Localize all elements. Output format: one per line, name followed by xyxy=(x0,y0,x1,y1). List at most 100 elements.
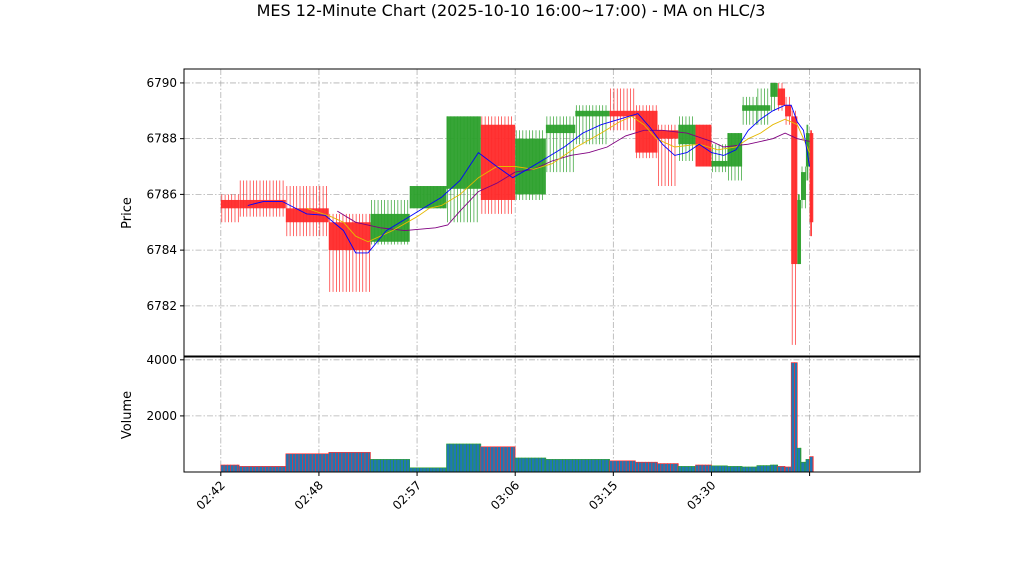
volume-bar-segment xyxy=(622,460,627,473)
volume-bar-segment xyxy=(598,459,603,473)
candle-body xyxy=(742,105,757,111)
x-tick-label: 03:30 xyxy=(684,478,718,512)
volume-bar-segment xyxy=(780,466,785,473)
volume-bar-segment xyxy=(370,459,375,473)
candle xyxy=(409,186,447,209)
volume-bar xyxy=(805,459,810,473)
x-tick-label: 03:06 xyxy=(488,478,522,512)
volume-bar-segment xyxy=(645,461,649,473)
candle-body xyxy=(446,116,481,189)
volume-bar-segment xyxy=(302,453,306,473)
candle xyxy=(635,105,658,159)
volume-bar-segment xyxy=(416,467,420,473)
price-tick-label: 6782 xyxy=(146,299,177,313)
volume-bar-segment xyxy=(794,362,798,473)
volume-tick-label: 2000 xyxy=(146,409,177,423)
volume-bar-segment xyxy=(227,464,231,473)
volume-bar xyxy=(446,443,482,473)
volume-bar-segment xyxy=(721,465,725,473)
chart-title: MES 12-Minute Chart (2025-10-10 16:00~17… xyxy=(257,1,766,20)
volume-bar-segment xyxy=(261,466,266,473)
candle-body xyxy=(370,213,410,242)
volume-bar-segment xyxy=(763,465,768,473)
volume-bar-segment xyxy=(396,459,401,473)
volume-bar-segment xyxy=(252,466,256,473)
candle-body xyxy=(797,199,802,265)
candle-body xyxy=(545,124,576,134)
volume-bar-segment xyxy=(784,466,789,473)
volume-bar-segment xyxy=(480,446,485,473)
volume-bar-segment xyxy=(483,446,488,473)
candle xyxy=(609,88,636,131)
volume-bar-segment xyxy=(442,467,447,473)
volume-bar-segment xyxy=(358,452,363,473)
volume-bar xyxy=(695,464,712,473)
candle-body xyxy=(609,110,636,117)
volume-bar-segment xyxy=(487,446,492,473)
volume-bar xyxy=(711,465,728,473)
volume-bar-segment xyxy=(295,453,300,473)
candle xyxy=(727,133,743,181)
candle xyxy=(239,180,286,217)
volume-bar-segment xyxy=(748,466,753,473)
volume-bar-segment xyxy=(459,443,464,473)
volume-bar-segment xyxy=(565,459,570,473)
volume-bar-segment xyxy=(678,466,682,473)
volume-bar-segment xyxy=(281,466,286,473)
volume-bar-segment xyxy=(695,464,700,473)
volume-bar-segment xyxy=(368,452,371,473)
volume-bar-segment xyxy=(777,466,782,473)
volume-bar-segment xyxy=(531,457,536,473)
volume-bar-segment xyxy=(594,459,599,473)
candle xyxy=(791,110,798,345)
volume-bar-segment xyxy=(591,459,596,473)
volume-bar xyxy=(756,465,771,473)
candle-body xyxy=(635,110,658,153)
volume-bar-segment xyxy=(268,466,273,473)
volume-bar-segment xyxy=(233,464,238,473)
x-tick-label: 03:15 xyxy=(586,478,620,512)
volume-bar-segment xyxy=(727,466,732,473)
volume-bar xyxy=(480,446,516,473)
volume-bar-segment xyxy=(717,465,722,473)
x-tick-label: 02:42 xyxy=(194,478,228,512)
volume-bar-segment xyxy=(500,446,505,473)
volume-bar-segment xyxy=(446,443,451,473)
volume-bar-segment xyxy=(341,452,346,473)
volume-bar-segment xyxy=(406,459,411,473)
volume-bar-segment xyxy=(667,463,671,473)
volume-bar-segment xyxy=(503,446,508,473)
volume-bar-segment xyxy=(638,461,643,473)
candle xyxy=(328,213,371,292)
volume-bar-segment xyxy=(705,464,710,473)
volume-bar-segment xyxy=(393,459,398,473)
volume-bar-segment xyxy=(328,452,333,473)
volume-bar-segment xyxy=(537,457,542,473)
volume-bar-segment xyxy=(790,362,795,473)
volume-bar-segment xyxy=(773,464,778,473)
volume-bar xyxy=(220,464,240,473)
volume-bar xyxy=(285,453,330,473)
candle-body xyxy=(791,116,798,265)
volume-axis-label: Volume xyxy=(120,391,135,439)
candle-body xyxy=(678,124,696,145)
candle xyxy=(545,116,576,173)
volume-bar-segment xyxy=(490,446,495,473)
volume-bar-segment xyxy=(318,453,323,473)
volume-bar-segment xyxy=(399,459,404,473)
volume-bar-segment xyxy=(245,466,250,473)
volume-bar-segment xyxy=(578,459,583,473)
volume-bar-segment xyxy=(733,466,738,473)
x-tick-label: 02:48 xyxy=(292,478,326,512)
volume-bar-segment xyxy=(691,466,696,473)
volume-bar-segment xyxy=(223,464,228,473)
volume-bar-segment xyxy=(737,466,741,473)
volume-bar xyxy=(545,459,576,473)
volume-bar-segment xyxy=(242,466,247,473)
volume-bar-segment xyxy=(629,460,634,473)
candle xyxy=(480,116,516,214)
volume-bar-segment xyxy=(601,459,606,473)
volume-bar-segment xyxy=(389,459,394,473)
volume-bar-segment xyxy=(581,459,586,473)
